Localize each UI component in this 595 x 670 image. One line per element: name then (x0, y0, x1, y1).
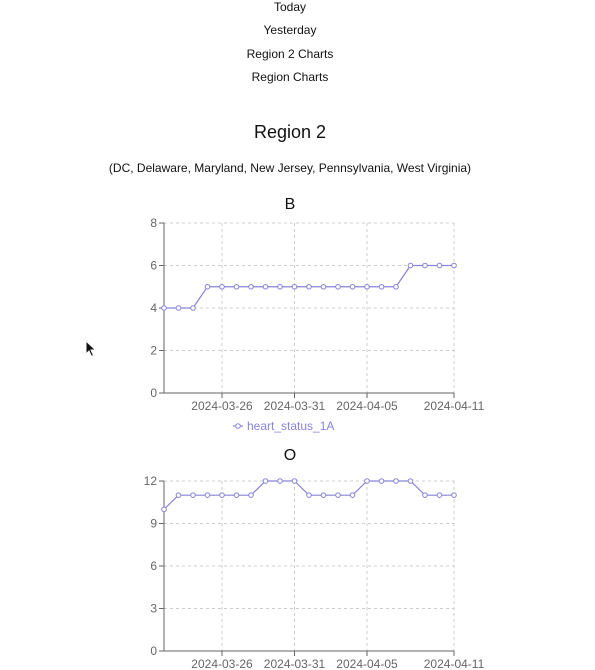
region-subtitle: (DC, Delaware, Maryland, New Jersey, Pen… (108, 161, 472, 175)
data-point (378, 283, 385, 290)
data-point (364, 478, 370, 484)
data-point (335, 283, 341, 290)
data-point (233, 492, 240, 498)
data-point (233, 283, 240, 290)
x-tick-label: 2024-03-31 (264, 399, 326, 413)
data-point (190, 492, 196, 498)
nav-link-region-charts[interactable]: Region Charts (251, 70, 329, 84)
y-tick-label: 9 (150, 517, 157, 531)
data-point (451, 262, 457, 269)
y-tick-label: 3 (150, 602, 157, 616)
chart-o: 0 3 6 9 12 2024-03-26 2024-03-31 2024-04-05 2024… (144, 474, 485, 670)
data-point (248, 283, 254, 290)
y-tick-label: 8 (150, 216, 157, 230)
legend-marker-icon (235, 423, 241, 429)
y-tick-label: 6 (150, 259, 157, 273)
data-point (175, 305, 182, 311)
page-title: Region 2 (253, 122, 327, 142)
x-tick-label: 2024-03-26 (191, 657, 253, 670)
data-point (291, 478, 298, 484)
x-tick-label: 2024-03-31 (264, 657, 326, 670)
data-point (277, 478, 283, 484)
data-point (422, 262, 428, 269)
data-point (277, 283, 283, 290)
chart-o-title: O (283, 447, 297, 464)
y-tick-label: 12 (144, 474, 158, 488)
x-tick-label: 2024-03-26 (191, 399, 253, 413)
data-point (364, 283, 370, 290)
y-tick-label: 2 (150, 344, 157, 358)
data-point (378, 478, 385, 484)
data-point (436, 262, 443, 269)
x-tick-label: 2024-04-11 (424, 657, 485, 670)
data-point (306, 492, 312, 498)
data-point (451, 492, 457, 498)
data-point (393, 283, 399, 290)
data-point (436, 492, 443, 498)
x-tick-label: 2024-04-05 (336, 399, 398, 413)
data-point (320, 283, 327, 290)
data-point (407, 262, 414, 269)
mouse-cursor-icon (85, 340, 97, 358)
y-tick-label: 0 (150, 386, 157, 400)
data-point (306, 283, 312, 290)
x-tick-label: 2024-04-05 (336, 657, 398, 670)
data-point (320, 492, 327, 498)
y-tick-label: 0 (150, 644, 157, 658)
data-point (262, 478, 269, 484)
data-point (175, 492, 182, 498)
data-point (248, 492, 254, 498)
nav-link-today[interactable]: Today (273, 0, 307, 14)
data-point (335, 492, 341, 498)
chart-b: 0 2 4 6 8 2024-03-26 2024-03-31 2024-04-05 2024-… (150, 216, 485, 433)
data-point (204, 283, 211, 290)
data-point (407, 478, 414, 484)
nav-link-yesterday[interactable]: Yesterday (263, 23, 317, 37)
data-point (161, 506, 167, 513)
nav-link-region-2-charts[interactable]: Region 2 Charts (246, 47, 334, 61)
legend-label: heart_status_1A (247, 419, 334, 433)
data-point (219, 492, 225, 498)
y-tick-label: 6 (150, 559, 157, 573)
data-point (291, 283, 298, 290)
data-point (422, 492, 428, 498)
data-point (262, 283, 269, 290)
data-point (190, 305, 196, 311)
chart-b-title: B (284, 196, 296, 213)
x-tick-label: 2024-04-11 (424, 399, 485, 413)
data-point (349, 283, 356, 290)
data-point (393, 478, 399, 484)
y-tick-label: 4 (150, 301, 157, 315)
data-point (219, 283, 225, 290)
data-point (349, 492, 356, 498)
data-point (161, 305, 167, 311)
data-point (204, 492, 211, 498)
